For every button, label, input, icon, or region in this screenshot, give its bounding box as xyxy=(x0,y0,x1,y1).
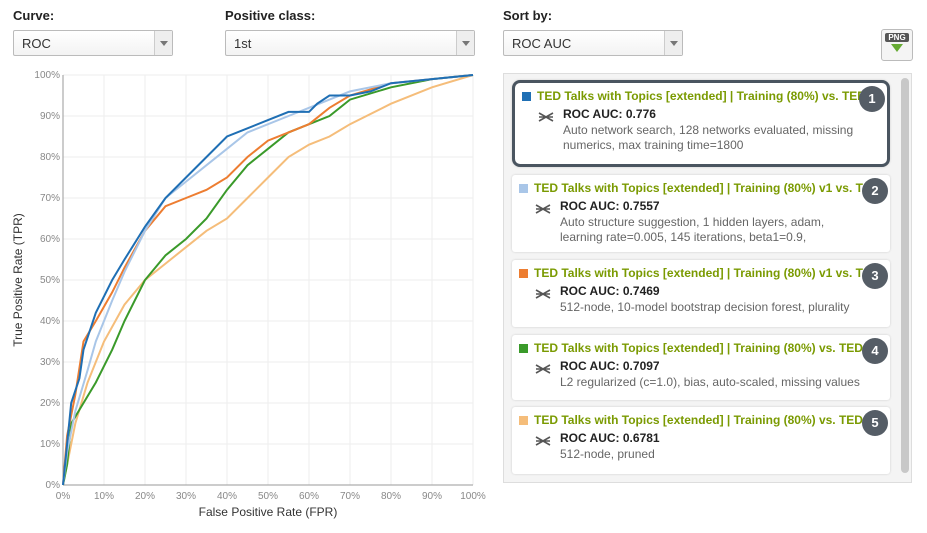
color-swatch xyxy=(522,92,531,101)
model-card[interactable]: TED Talks with Topics [extended] | Train… xyxy=(512,175,890,252)
model-name: TED Talks with Topics [extended] | Train… xyxy=(534,181,872,195)
dropdown-arrow xyxy=(664,31,682,55)
sort-label: Sort by: xyxy=(503,8,553,23)
y-tick-label: 20% xyxy=(40,398,60,409)
color-swatch xyxy=(519,344,528,353)
model-icon xyxy=(538,112,554,122)
model-icon xyxy=(535,436,551,446)
y-axis-label: True Positive Rate (TPR) xyxy=(11,213,25,347)
x-tick-label: 50% xyxy=(258,491,278,502)
positive-class-select[interactable]: 1st xyxy=(225,30,475,56)
x-tick-label: 90% xyxy=(422,491,442,502)
download-arrow xyxy=(891,44,903,58)
metric: ROC AUC: 0.7097 xyxy=(560,359,660,373)
color-swatch xyxy=(519,269,528,278)
description: Auto structure suggestion, 1 hidden laye… xyxy=(560,215,825,244)
png-text: PNG xyxy=(885,33,909,42)
model-card[interactable]: TED Talks with Topics [extended] | Train… xyxy=(512,80,890,167)
png-export-button[interactable]: PNG xyxy=(881,29,913,61)
rank-badge: 4 xyxy=(862,338,888,364)
color-swatch xyxy=(519,184,528,193)
metric: ROC AUC: 0.7469 xyxy=(560,284,660,298)
roc-curve xyxy=(62,74,474,486)
y-tick-label: 70% xyxy=(40,193,60,204)
rank-badge: 3 xyxy=(862,263,888,289)
model-card[interactable]: TED Talks with Topics [extended] | Train… xyxy=(512,407,890,474)
y-tick-label: 0% xyxy=(46,480,61,491)
curve-value: ROC xyxy=(22,36,51,51)
metric: ROC AUC: 0.6781 xyxy=(560,431,660,445)
dropdown-arrow xyxy=(456,31,474,55)
x-tick-label: 10% xyxy=(94,491,114,502)
y-tick-label: 40% xyxy=(40,316,60,327)
description: L2 regularized (c=1.0), bias, auto-scale… xyxy=(560,375,860,389)
model-card[interactable]: TED Talks with Topics [extended] | Train… xyxy=(512,335,890,400)
description: 512-node, pruned xyxy=(560,447,655,461)
model-name: TED Talks with Topics [extended] | Train… xyxy=(534,266,872,280)
curve-label: Curve: xyxy=(13,8,55,23)
x-tick-label: 0% xyxy=(56,491,71,502)
dropdown-arrow xyxy=(154,31,172,55)
description: Auto network search, 128 networks evalua… xyxy=(563,123,854,152)
x-tick-label: 70% xyxy=(340,491,360,502)
y-tick-label: 30% xyxy=(40,357,60,368)
y-tick-label: 10% xyxy=(40,439,60,450)
x-tick-label: 30% xyxy=(176,491,196,502)
positive-class-label: Positive class: xyxy=(225,8,316,23)
y-tick-label: 100% xyxy=(34,70,60,81)
metric: ROC AUC: 0.7557 xyxy=(560,199,660,213)
x-tick-label: 40% xyxy=(217,491,237,502)
sort-select[interactable]: ROC AUC xyxy=(503,30,683,56)
x-axis-label: False Positive Rate (FPR) xyxy=(199,505,338,519)
rank-badge: 5 xyxy=(862,410,888,436)
model-icon xyxy=(535,364,551,374)
model-name: TED Talks with Topics [extended] | Train… xyxy=(534,341,877,355)
model-name: TED Talks with Topics [extended] | Train… xyxy=(534,413,877,427)
roc-chart: False Positive Rate (FPR) True Positive … xyxy=(11,70,486,519)
model-name: TED Talks with Topics [extended] | Train… xyxy=(537,89,880,103)
roc-curve xyxy=(62,74,474,486)
positive-class-value: 1st xyxy=(234,36,252,51)
roc-curve xyxy=(62,74,474,486)
description: 512-node, 10-model bootstrap decision fo… xyxy=(560,300,850,314)
model-icon xyxy=(535,289,551,299)
rank-badge: 1 xyxy=(859,86,885,112)
x-tick-label: 80% xyxy=(381,491,401,502)
y-tick-label: 90% xyxy=(40,111,60,122)
curve-select[interactable]: ROC xyxy=(13,30,173,56)
x-tick-label: 60% xyxy=(299,491,319,502)
x-tick-label: 100% xyxy=(460,491,486,502)
sort-value: ROC AUC xyxy=(512,36,572,51)
roc-curve xyxy=(62,74,474,486)
y-tick-label: 60% xyxy=(40,234,60,245)
rank-badge: 2 xyxy=(862,178,888,204)
x-tick-label: 20% xyxy=(135,491,155,502)
color-swatch xyxy=(519,416,528,425)
model-card[interactable]: TED Talks with Topics [extended] | Train… xyxy=(512,260,890,327)
y-tick-label: 80% xyxy=(40,152,60,163)
metric: ROC AUC: 0.776 xyxy=(563,107,656,121)
model-icon xyxy=(535,204,551,214)
y-tick-label: 50% xyxy=(40,275,60,286)
scrollbar[interactable] xyxy=(901,78,909,473)
